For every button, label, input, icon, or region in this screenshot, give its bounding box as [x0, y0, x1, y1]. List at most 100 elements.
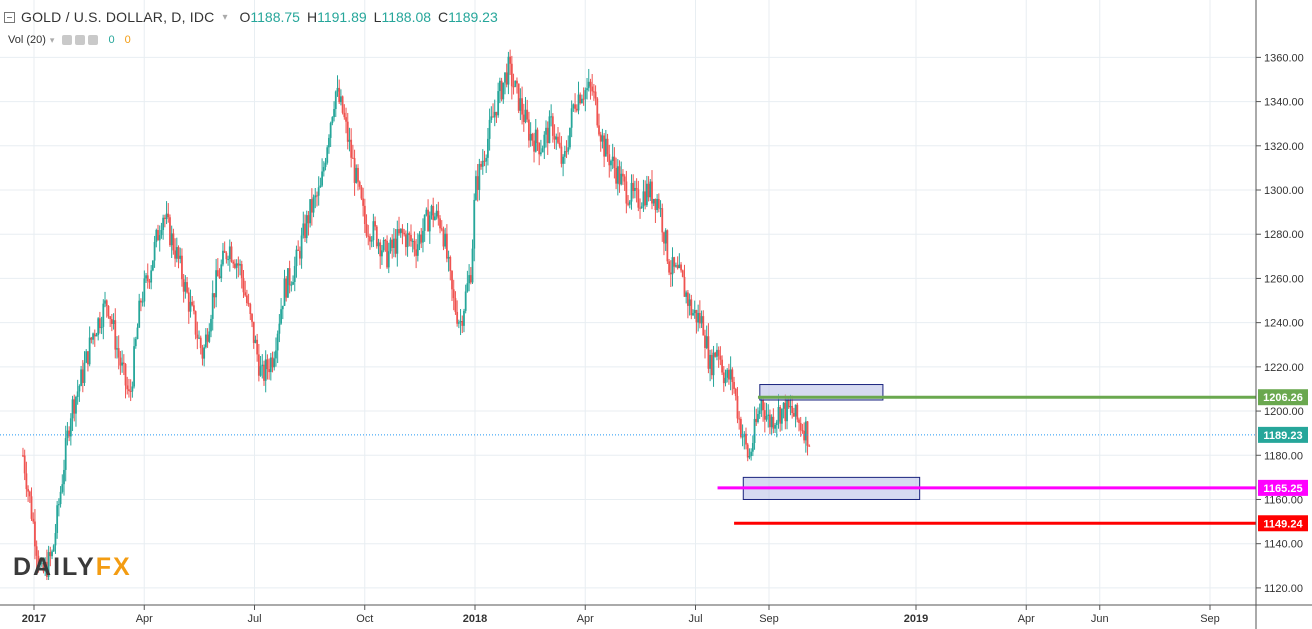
candle — [478, 158, 481, 201]
x-tick-label: Apr — [577, 613, 594, 625]
candle-body — [382, 240, 385, 251]
candle-body — [676, 265, 679, 269]
candle — [536, 127, 539, 151]
volume-label[interactable]: Vol (20) — [8, 34, 46, 46]
candle — [707, 323, 710, 374]
candle — [382, 237, 385, 253]
candle-body — [129, 390, 132, 392]
candle — [122, 354, 125, 376]
candle — [659, 200, 662, 218]
collapse-icon[interactable] — [4, 11, 15, 23]
candle-body — [288, 268, 291, 286]
ohlc-open-key: O — [239, 9, 251, 25]
candle-body — [261, 364, 264, 367]
candle-body — [572, 104, 575, 109]
candle — [345, 107, 347, 134]
x-tick-label: Sep — [759, 613, 779, 625]
candle-body — [753, 418, 756, 443]
chevron-down-icon[interactable]: ▾ — [49, 34, 55, 45]
candle-body — [204, 334, 207, 348]
candle-body — [304, 223, 306, 239]
candle — [363, 198, 366, 233]
candle — [604, 129, 607, 157]
candle — [350, 128, 353, 168]
candle-body — [102, 303, 105, 327]
candle-body — [379, 242, 382, 257]
candle — [792, 407, 795, 417]
candle-body — [357, 167, 359, 182]
candle-body — [767, 414, 770, 416]
candle — [608, 144, 611, 178]
candle-body — [539, 152, 542, 155]
candle-body — [309, 199, 312, 224]
candle-body — [599, 134, 602, 142]
candle-body — [792, 413, 795, 417]
candle — [676, 256, 679, 270]
candle — [647, 176, 650, 202]
candle-body — [726, 369, 729, 378]
candle — [138, 293, 141, 329]
candle-body — [285, 278, 288, 298]
candle-body — [110, 319, 113, 324]
candle-body — [273, 358, 276, 368]
candle — [640, 202, 643, 209]
candle-body — [521, 98, 523, 115]
horizontal-levels[interactable] — [0, 395, 1256, 525]
x-tick-label: Apr — [136, 613, 153, 625]
candle-body — [651, 181, 653, 204]
candle — [748, 448, 751, 460]
candle-body — [174, 250, 177, 259]
candle-body — [399, 228, 402, 234]
candle-body — [787, 399, 790, 408]
candle-body — [23, 455, 26, 474]
candle-body — [112, 320, 115, 324]
candle — [78, 384, 81, 402]
candle-body — [775, 421, 778, 426]
candle-body — [138, 300, 141, 328]
candle-body — [100, 326, 103, 329]
candle-body — [666, 230, 669, 262]
candle-body — [329, 123, 332, 138]
settings-icon[interactable] — [75, 35, 86, 45]
candle — [468, 264, 471, 292]
candle — [143, 270, 146, 307]
candle-body — [223, 250, 226, 253]
close-icon[interactable] — [88, 35, 99, 45]
candle-body — [789, 405, 792, 408]
candle-body — [454, 298, 457, 312]
candle — [656, 194, 659, 213]
x-tick-label: Jul — [688, 613, 702, 625]
candle-body — [247, 303, 250, 305]
x-tick-label: Jul — [247, 613, 261, 625]
symbol-title[interactable]: GOLD / U.S. DOLLAR, D, IDC — [21, 9, 215, 25]
candle-body — [574, 104, 576, 109]
price-zones[interactable] — [742, 384, 921, 500]
candle-body — [698, 312, 701, 324]
candle — [637, 180, 640, 212]
eye-icon[interactable] — [62, 35, 73, 45]
candle — [444, 227, 447, 249]
candle-body — [799, 422, 802, 431]
candle-body — [355, 167, 358, 183]
candle-body — [427, 209, 429, 232]
chevron-down-icon[interactable]: ▾ — [222, 11, 228, 23]
candle — [803, 422, 806, 444]
candle — [579, 92, 582, 105]
candle — [39, 560, 41, 568]
candle — [445, 224, 448, 263]
candle-body — [410, 234, 412, 242]
candle-body — [235, 263, 238, 268]
candle-body — [418, 234, 421, 245]
candle — [333, 101, 335, 122]
candle-body — [271, 357, 274, 368]
candle — [102, 299, 105, 340]
candle — [577, 81, 580, 115]
candle — [457, 319, 460, 329]
candle — [312, 194, 315, 218]
candle — [293, 256, 296, 292]
candle-body — [517, 83, 520, 111]
candle-body — [664, 230, 667, 244]
candle-body — [618, 166, 621, 185]
candle-body — [97, 318, 100, 336]
